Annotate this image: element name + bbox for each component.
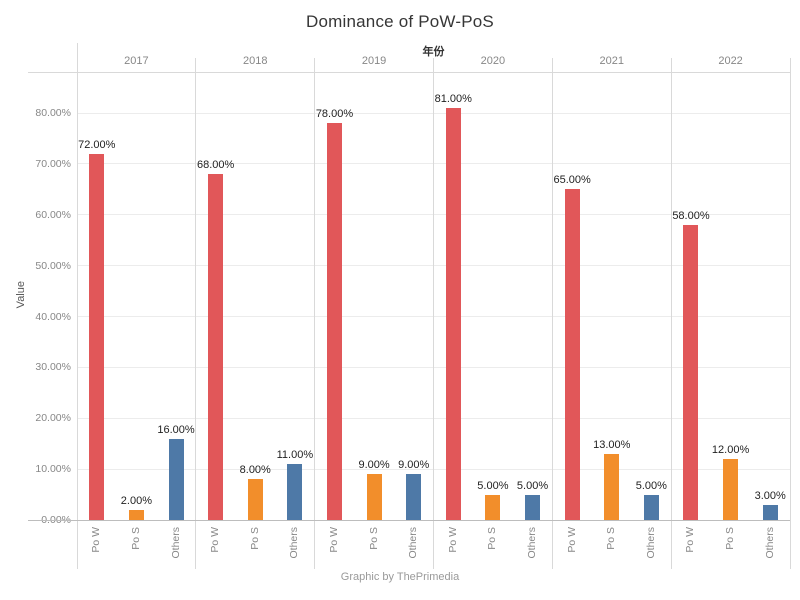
panel-border: [433, 58, 434, 569]
bar-value-label: 5.00%: [477, 479, 509, 492]
category-label: Po W: [327, 527, 340, 553]
bar: [643, 494, 659, 520]
bar-value-label: 12.00%: [711, 443, 750, 456]
bar: [485, 494, 501, 520]
year-label: 2020: [480, 55, 506, 67]
bar: [287, 464, 303, 520]
panel-border: [195, 58, 197, 569]
bar-value-label: 58.00%: [672, 209, 710, 222]
bar: [366, 474, 382, 520]
category-label: Others: [526, 527, 539, 559]
category-label: Po S: [605, 527, 618, 550]
bar: [525, 494, 541, 520]
bar-value-label: 72.00%: [78, 138, 116, 151]
y-tick-label: 20.00%: [35, 412, 71, 425]
bar: [604, 453, 620, 520]
category-label: Others: [644, 527, 657, 559]
bar-value-label: 78.00%: [315, 108, 354, 121]
bar: [723, 458, 739, 520]
panel-border: [670, 58, 672, 569]
bar: [564, 189, 580, 520]
category-label: Po S: [248, 527, 261, 550]
bar-value-label: 2.00%: [120, 494, 152, 507]
bar-value-label: 11.00%: [276, 449, 314, 462]
bar-value-label: 5.00%: [635, 479, 667, 492]
bar-value-label: 13.00%: [593, 438, 631, 451]
panel-border: [314, 58, 316, 569]
y-tick-label: 60.00%: [35, 208, 71, 221]
bar: [326, 123, 342, 520]
bar-value-label: 8.00%: [239, 464, 271, 477]
caption: Graphic by ThePrimedia: [340, 571, 460, 583]
category-label: Po W: [209, 527, 222, 553]
panel-border: [551, 58, 553, 569]
bar: [762, 504, 778, 520]
chart-title: Dominance of PoW-PoS: [306, 12, 494, 31]
year-label: 2022: [718, 55, 743, 67]
bar-value-label: 65.00%: [553, 174, 591, 187]
year-label: 2018: [243, 55, 268, 67]
header-divider: [28, 71, 790, 73]
category-label: Po S: [724, 527, 737, 550]
bar-value-label: 68.00%: [196, 159, 235, 172]
category-label: Others: [169, 527, 182, 559]
bar: [208, 174, 224, 520]
panel-border: [76, 43, 78, 569]
y-tick-label: 50.00%: [35, 259, 71, 272]
category-label: Po S: [367, 527, 380, 550]
y-tick-label: 10.00%: [35, 463, 71, 476]
bar: [406, 474, 422, 520]
bar: [168, 438, 184, 520]
bar-value-label: 5.00%: [516, 479, 549, 492]
category-label: Others: [407, 527, 420, 559]
y-tick-label: 40.00%: [35, 310, 71, 323]
y-tick-label: 70.00%: [35, 157, 71, 170]
bar-value-label: 16.00%: [157, 423, 195, 436]
category-label: Others: [288, 527, 301, 559]
category-label: Po W: [565, 527, 578, 553]
category-label: Po W: [446, 527, 459, 553]
bar: [445, 107, 461, 520]
bar: [89, 153, 105, 520]
y-tick-label: 30.00%: [35, 361, 71, 374]
facet-axis-title: 年份: [422, 46, 445, 58]
category-label: Others: [763, 527, 776, 559]
bar: [683, 224, 699, 520]
year-label: 2021: [599, 55, 624, 67]
panel-border: [789, 58, 791, 569]
bar: [128, 509, 144, 520]
category-label: Po S: [486, 527, 499, 550]
x-axis-line: [28, 519, 790, 521]
category-label: Po W: [684, 527, 697, 553]
y-tick-label: 80.00%: [35, 107, 71, 119]
bar-value-label: 3.00%: [754, 489, 786, 502]
year-label: 2017: [124, 55, 149, 67]
category-label: Po W: [90, 527, 103, 553]
year-label: 2019: [361, 55, 387, 67]
category-label: Po S: [129, 527, 142, 550]
bar-value-label: 81.00%: [434, 92, 472, 105]
bar-value-label: 9.00%: [398, 459, 430, 472]
bar: [247, 479, 263, 520]
bar-value-label: 9.00%: [358, 459, 390, 472]
